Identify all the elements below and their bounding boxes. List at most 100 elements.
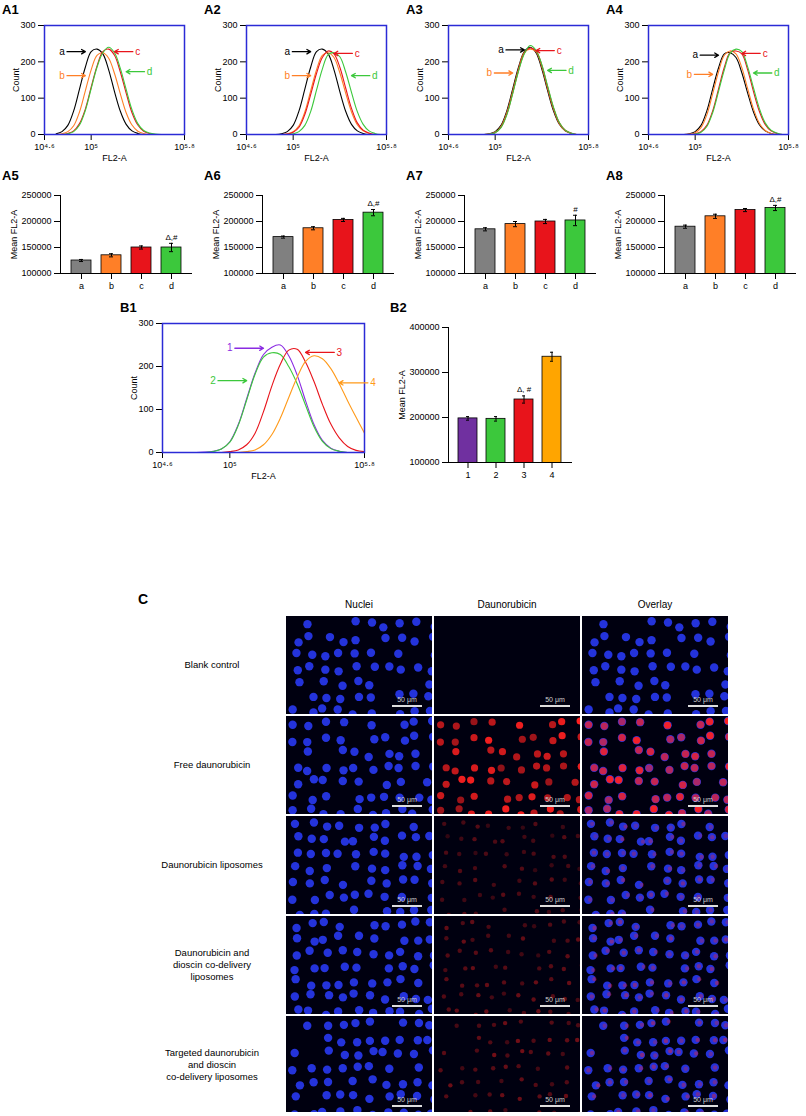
svg-text:100: 100 <box>624 93 639 103</box>
svg-text:200000: 200000 <box>223 216 253 226</box>
svg-text:Δ,#: Δ,# <box>165 233 178 242</box>
svg-text:d: d <box>573 281 578 291</box>
svg-text:b: b <box>109 281 114 291</box>
svg-text:50 μm: 50 μm <box>397 1096 417 1104</box>
svg-text:50 μm: 50 μm <box>693 1096 713 1104</box>
svg-text:200000: 200000 <box>425 216 455 226</box>
svg-text:100: 100 <box>20 93 35 103</box>
svg-text:Δ,#: Δ,# <box>769 195 782 204</box>
svg-text:1: 1 <box>227 342 233 353</box>
svg-text:FL2-A: FL2-A <box>251 471 276 481</box>
svg-text:c: c <box>557 45 562 56</box>
svg-text:a: a <box>683 281 688 291</box>
svg-text:b: b <box>311 281 316 291</box>
svg-text:b: b <box>513 281 518 291</box>
svg-text:Count: Count <box>11 68 21 93</box>
svg-text:50 μm: 50 μm <box>545 1096 565 1104</box>
svg-text:Daunorubicin liposomes: Daunorubicin liposomes <box>161 859 263 870</box>
svg-text:10⁵: 10⁵ <box>688 142 702 152</box>
svg-text:C: C <box>138 592 148 607</box>
svg-text:2: 2 <box>210 375 216 386</box>
svg-text:50 μm: 50 μm <box>397 696 417 704</box>
svg-text:400000: 400000 <box>409 322 439 332</box>
svg-text:Count: Count <box>129 376 139 401</box>
svg-text:FL2-A: FL2-A <box>304 153 329 163</box>
svg-text:50 μm: 50 μm <box>693 996 713 1004</box>
svg-text:Mean FL2-A: Mean FL2-A <box>9 210 19 260</box>
svg-text:dioscin co-delivery: dioscin co-delivery <box>173 959 251 970</box>
svg-text:50 μm: 50 μm <box>693 696 713 704</box>
svg-text:FL2-A: FL2-A <box>506 153 531 163</box>
svg-text:d: d <box>774 67 780 78</box>
svg-text:150000: 150000 <box>425 242 455 252</box>
svg-text:10⁵: 10⁵ <box>488 142 502 152</box>
svg-text:c: c <box>355 48 360 59</box>
svg-text:10⁵·⁸: 10⁵·⁸ <box>376 142 397 152</box>
svg-text:150000: 150000 <box>625 242 655 252</box>
svg-text:a: a <box>498 44 504 55</box>
svg-text:250000: 250000 <box>625 190 655 200</box>
svg-text:a: a <box>79 281 84 291</box>
svg-text:Mean FL2-A: Mean FL2-A <box>613 210 623 260</box>
svg-text:200: 200 <box>138 361 153 371</box>
svg-text:10⁵: 10⁵ <box>286 142 300 152</box>
svg-text:Δ, #: Δ, # <box>517 385 532 394</box>
svg-text:#: # <box>573 205 578 214</box>
svg-text:d: d <box>147 66 153 77</box>
svg-text:100: 100 <box>138 404 153 414</box>
svg-text:10⁵: 10⁵ <box>84 142 98 152</box>
svg-text:d: d <box>371 281 376 291</box>
svg-text:Targeted daunorubicin: Targeted daunorubicin <box>165 1047 259 1058</box>
svg-text:50 μm: 50 μm <box>693 796 713 804</box>
svg-text:10⁵: 10⁵ <box>223 460 237 470</box>
svg-text:300: 300 <box>20 20 35 30</box>
svg-text:1: 1 <box>465 470 470 480</box>
svg-text:b: b <box>487 67 493 78</box>
svg-text:Daunorubicin and: Daunorubicin and <box>175 947 249 958</box>
svg-text:Overlay: Overlay <box>638 599 672 610</box>
svg-text:300: 300 <box>624 20 639 30</box>
svg-text:0: 0 <box>634 129 639 139</box>
svg-text:10⁵·⁸: 10⁵·⁸ <box>354 460 375 470</box>
svg-text:4: 4 <box>370 377 376 388</box>
svg-text:250000: 250000 <box>223 190 253 200</box>
svg-text:100000: 100000 <box>21 268 51 278</box>
svg-text:FL2-A: FL2-A <box>706 153 731 163</box>
svg-text:a: a <box>59 46 65 57</box>
svg-text:d: d <box>169 281 174 291</box>
svg-text:50 μm: 50 μm <box>397 796 417 804</box>
svg-text:a: a <box>285 46 291 57</box>
svg-text:d: d <box>568 65 574 76</box>
svg-text:a: a <box>692 49 698 60</box>
svg-text:Nuclei: Nuclei <box>345 599 373 610</box>
svg-text:50 μm: 50 μm <box>397 996 417 1004</box>
svg-text:50 μm: 50 μm <box>545 896 565 904</box>
svg-text:50 μm: 50 μm <box>545 796 565 804</box>
svg-text:co-delivery liposomes: co-delivery liposomes <box>166 1071 258 1082</box>
svg-text:b: b <box>59 70 65 81</box>
svg-text:Count: Count <box>415 68 425 93</box>
svg-text:Free daunorubicin: Free daunorubicin <box>174 759 251 770</box>
svg-text:a: a <box>281 281 286 291</box>
svg-text:50 μm: 50 μm <box>545 696 565 704</box>
svg-text:200: 200 <box>624 57 639 67</box>
svg-text:200000: 200000 <box>21 216 51 226</box>
svg-text:2: 2 <box>493 470 498 480</box>
svg-text:200000: 200000 <box>625 216 655 226</box>
svg-text:d: d <box>372 70 378 81</box>
svg-text:100000: 100000 <box>409 457 439 467</box>
svg-text:10⁵·⁸: 10⁵·⁸ <box>778 142 799 152</box>
svg-text:200000: 200000 <box>409 412 439 422</box>
svg-text:0: 0 <box>232 129 237 139</box>
svg-text:10⁵·⁸: 10⁵·⁸ <box>578 142 599 152</box>
svg-text:50 μm: 50 μm <box>397 896 417 904</box>
svg-text:4: 4 <box>549 470 554 480</box>
svg-text:Count: Count <box>615 68 625 93</box>
svg-text:150000: 150000 <box>21 242 51 252</box>
svg-text:b: b <box>687 69 693 80</box>
svg-text:c: c <box>139 281 144 291</box>
svg-text:10⁴·⁶: 10⁴·⁶ <box>438 142 459 152</box>
svg-text:100000: 100000 <box>625 268 655 278</box>
svg-text:200: 200 <box>20 57 35 67</box>
svg-text:0: 0 <box>434 129 439 139</box>
